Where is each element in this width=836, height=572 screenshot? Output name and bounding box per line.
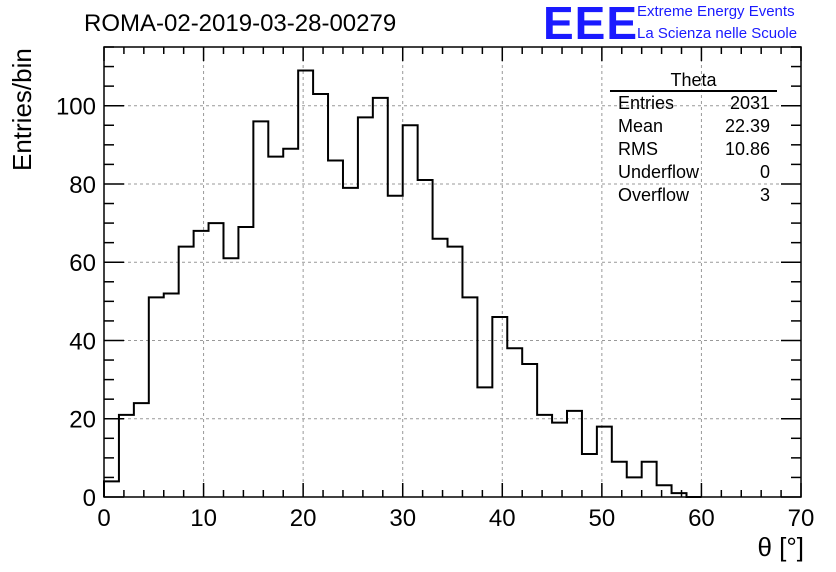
x-tick-label: 70 [788,505,815,532]
axis-ticks [103,46,802,498]
y-tick-label: 40 [69,328,96,355]
eee-logo: EEE [543,0,639,49]
x-axis-label: θ [°] [757,532,804,562]
stat-label: RMS [618,139,658,159]
x-tick-label: 20 [290,505,317,532]
stat-label: Underflow [618,162,700,182]
stats-divider [610,90,777,92]
x-tick-label: 30 [389,505,416,532]
y-tick-label: 100 [56,94,96,121]
stat-row-entries: Entries 2031 [618,93,770,115]
logo-line-1: Extreme Energy Events [637,3,795,20]
plot-title: ROMA-02-2019-03-28-00279 [84,10,397,37]
x-tick-label: 50 [589,505,616,532]
stat-value: 0 [759,162,770,182]
stat-row-mean: Mean 22.39 [618,116,770,138]
stat-row-underflow: Underflow 0 [618,162,770,184]
histogram-series [103,69,702,498]
y-tick-label: 20 [69,407,96,434]
stat-value: 10.86 [724,139,770,159]
stat-value: 3 [759,185,770,205]
stat-label: Entries [618,93,675,113]
stats-title: Theta [670,70,717,90]
stat-label: Overflow [618,185,690,205]
stats-box: Theta Entries 2031 Mean 22.39 RMS 10.86 … [610,70,777,210]
x-tick-label: 10 [190,505,217,532]
y-tick-label: 60 [69,250,96,277]
stat-value: 22.39 [724,116,770,136]
stat-row-overflow: Overflow 3 [618,185,770,207]
grid-lines [104,47,801,497]
x-tick-label: 60 [688,505,715,532]
logo-line-2: La Scienza nelle Scuole [637,25,798,42]
y-tick-label: 80 [69,172,96,199]
plot-frame [103,46,802,498]
x-tick-label: 0 [97,505,110,532]
x-tick-label: 40 [489,505,516,532]
stat-value: 2031 [729,93,770,113]
stat-row-rms: RMS 10.86 [618,139,770,161]
y-axis-label: Entries/bin [7,48,37,171]
y-tick-label: 0 [83,485,96,512]
stat-label: Mean [618,116,664,136]
